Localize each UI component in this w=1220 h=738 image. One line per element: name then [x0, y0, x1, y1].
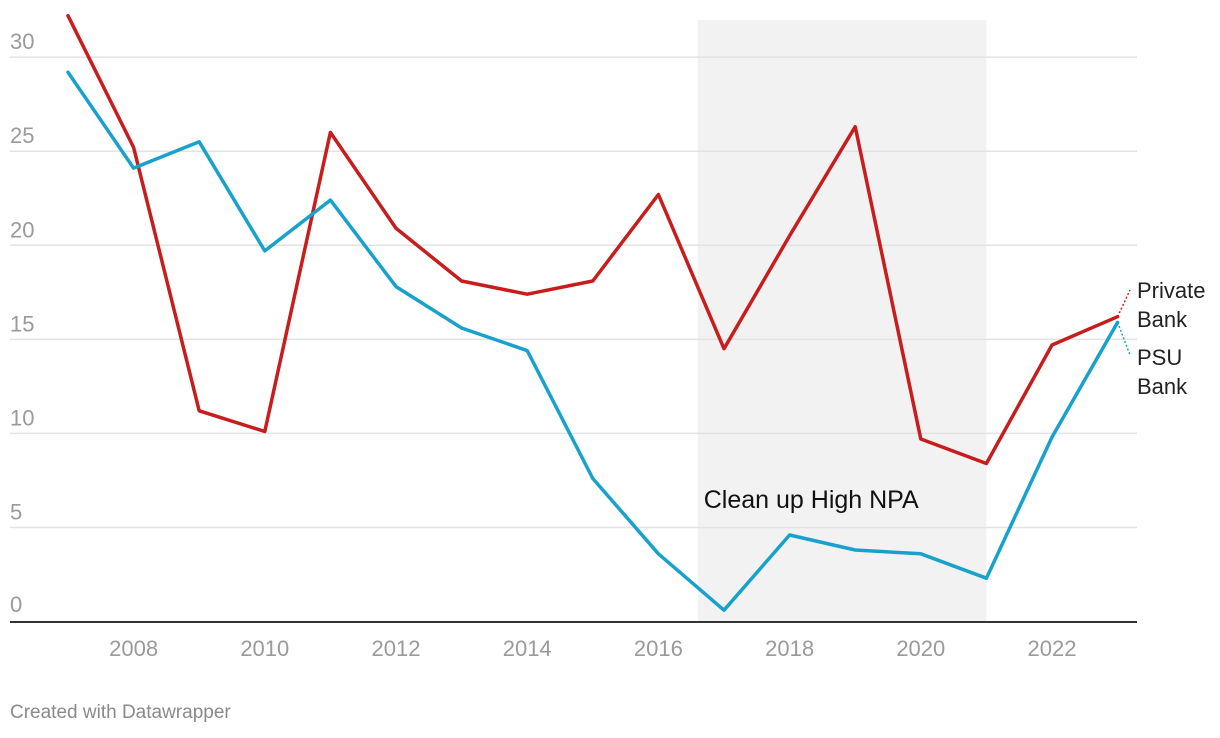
credit-footer: Created with Datawrapper: [10, 702, 231, 723]
series-label-connector: [1116, 289, 1131, 318]
annotation-text: Clean up High NPA: [704, 486, 919, 514]
x-tick-label: 2014: [503, 636, 552, 661]
series-label-private-bank: Private: [1137, 278, 1205, 303]
x-tick-label: 2012: [372, 636, 421, 661]
y-tick-label: 25: [10, 123, 34, 148]
series-line-psu-bank: [66, 70, 1120, 612]
series-label-psu-bank: PSU: [1137, 345, 1182, 370]
x-tick-label: 2010: [240, 636, 289, 661]
y-axis-ticks: 0 5 10 15 20 25 30: [10, 29, 34, 617]
y-tick-label: 15: [10, 311, 34, 336]
x-tick-label: 2020: [896, 636, 945, 661]
y-tick-label: 20: [10, 217, 34, 242]
y-tick-label: 5: [10, 499, 22, 524]
line-chart: 0 5 10 15 20 25 30 2008 2010 2012 2014 2016 2018 202…: [10, 13, 1205, 661]
x-tick-label: 2018: [765, 636, 814, 661]
x-tick-label: 2008: [109, 636, 158, 661]
shaded-period: [697, 20, 987, 622]
series-labels: Private Bank PSU Bank: [1116, 278, 1205, 399]
x-tick-label: 2016: [634, 636, 683, 661]
y-tick-label: 0: [10, 592, 22, 617]
series-line-private-bank: [66, 13, 1120, 466]
series-label-private-bank: Bank: [1137, 307, 1188, 332]
y-tick-label: 30: [10, 29, 34, 54]
shaded-period-rect: [697, 20, 987, 622]
series-label-psu-bank: Bank: [1137, 374, 1188, 399]
x-axis-ticks: 2008 2010 2012 2014 2016 2018 2020 2022: [109, 636, 1076, 661]
series-label-connector: [1116, 322, 1131, 356]
gridlines: [10, 56, 1137, 529]
x-tick-label: 2022: [1028, 636, 1077, 661]
y-tick-label: 10: [10, 405, 34, 430]
annotation: Clean up High NPA: [704, 486, 919, 514]
series-lines: [66, 13, 1120, 612]
